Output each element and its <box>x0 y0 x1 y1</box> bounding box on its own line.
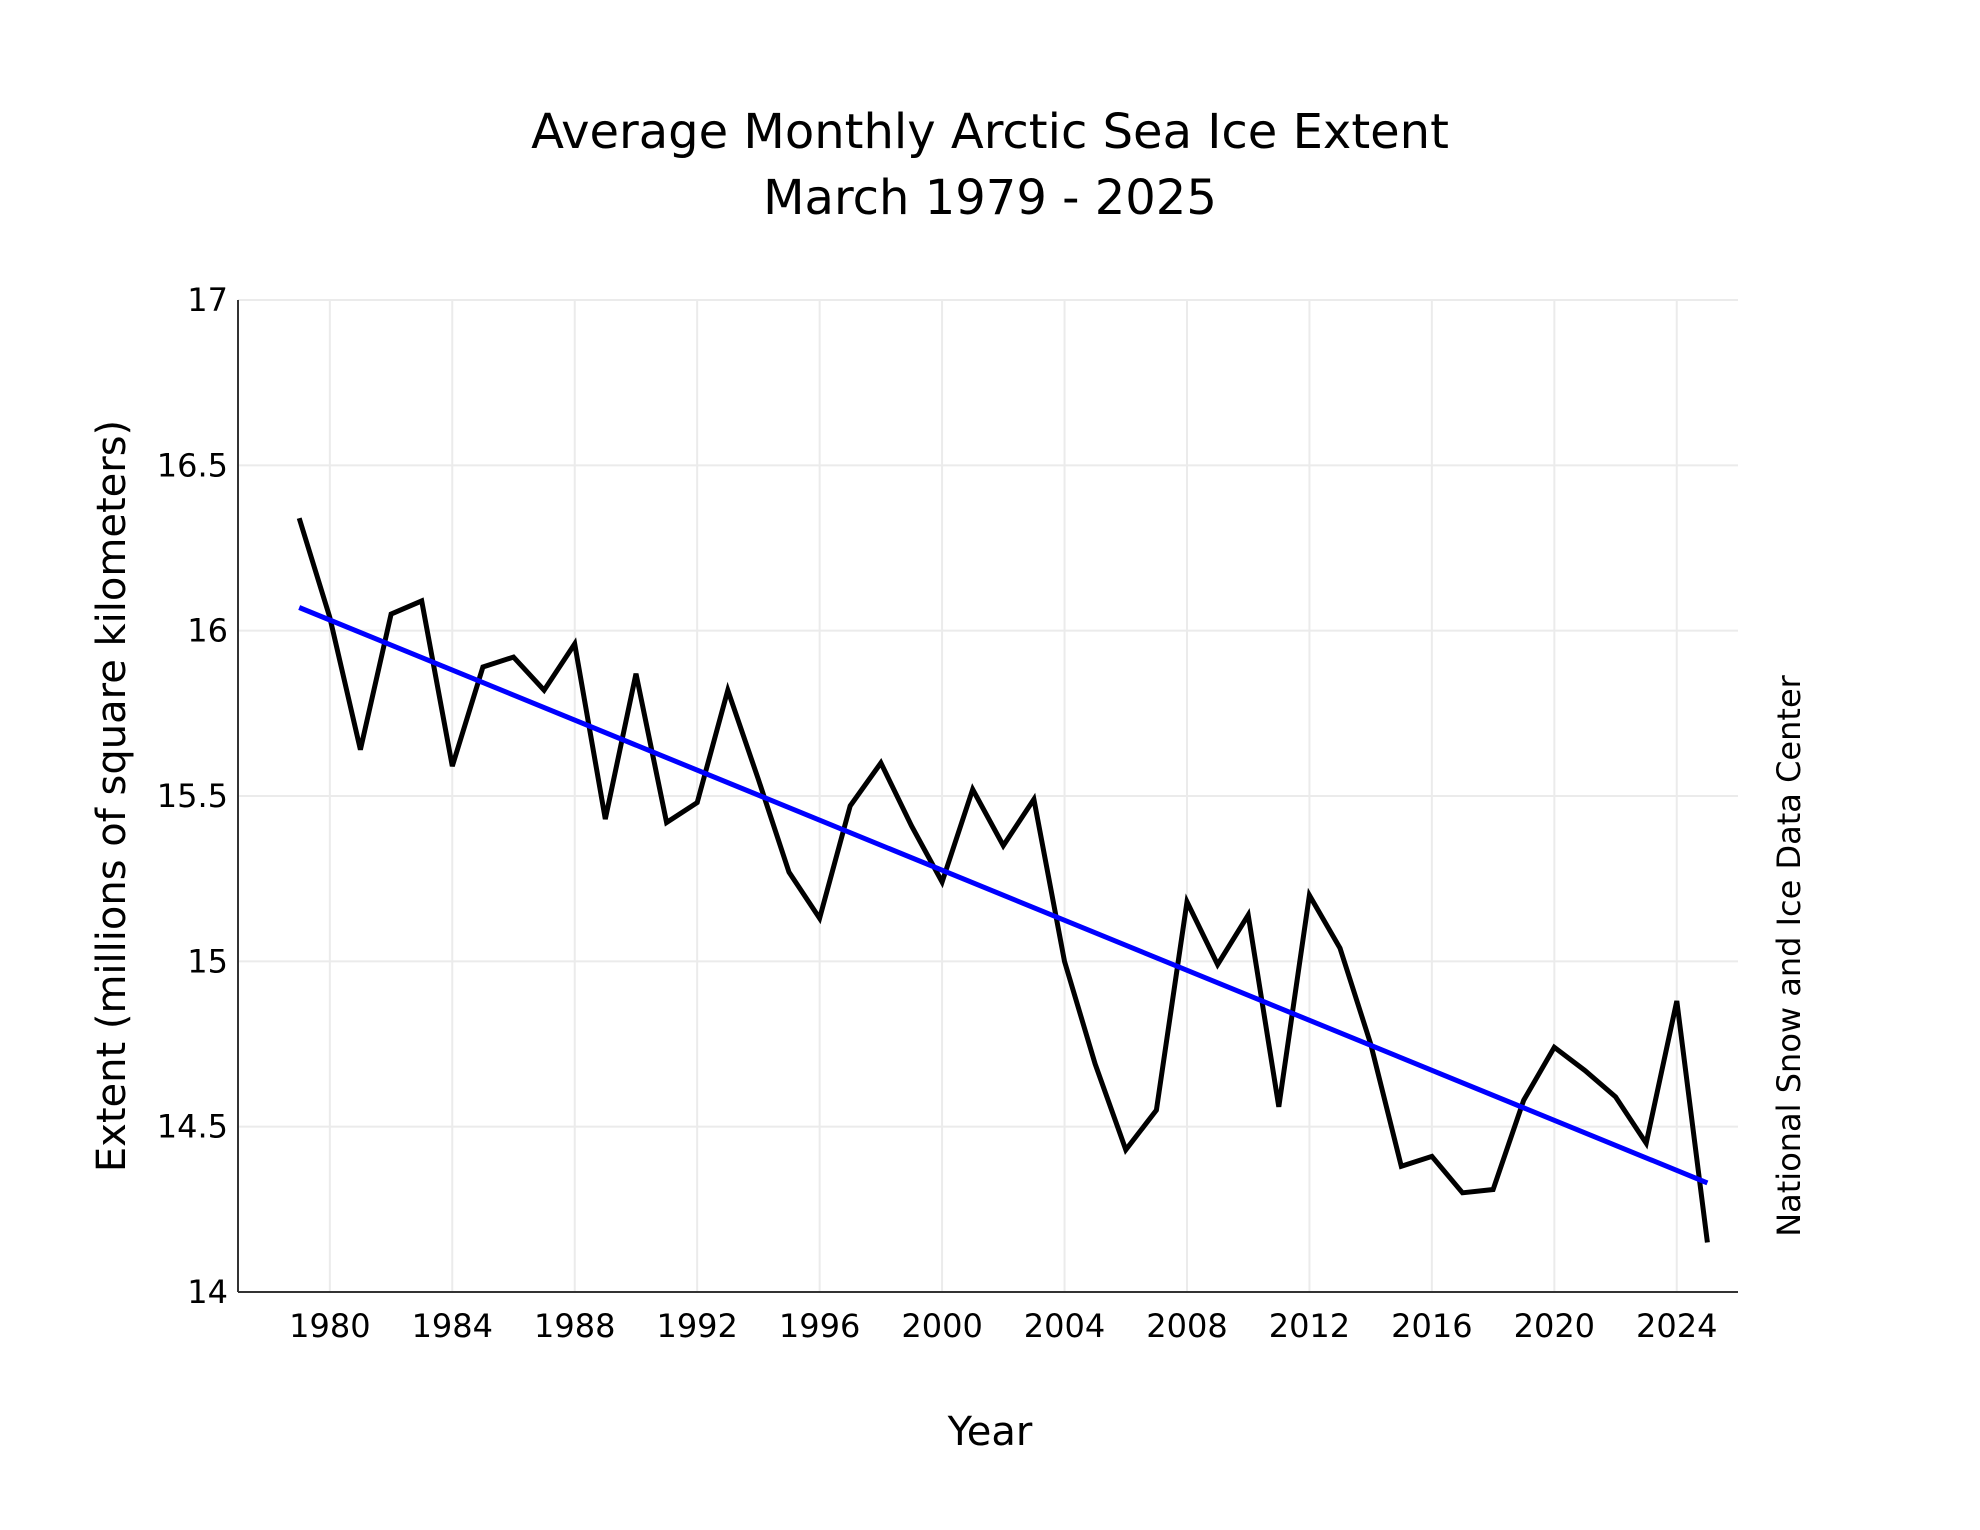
x-tick-label: 1988 <box>534 1307 615 1345</box>
x-tick-label: 1980 <box>289 1307 370 1345</box>
x-axis-tick-labels: 1980 1984 1988 1992 1996 2000 2004 2008 2012 2016… <box>289 1307 1717 1345</box>
x-tick-label: 2000 <box>901 1307 982 1345</box>
x-tick-label: 2004 <box>1024 1307 1105 1345</box>
x-tick-label: 2012 <box>1269 1307 1350 1345</box>
chart-title: Average Monthly Arctic Sea Ice Extent Ma… <box>531 104 1449 226</box>
x-tick-label: 2008 <box>1146 1307 1227 1345</box>
chart-title-line-2: March 1979 - 2025 <box>763 170 1217 226</box>
x-tick-label: 1984 <box>412 1307 493 1345</box>
extent-series-line <box>296 517 1710 1243</box>
y-tick-label: 14.5 <box>157 1108 228 1146</box>
y-tick-label: 17 <box>187 281 228 319</box>
chart-title-line-1: Average Monthly Arctic Sea Ice Extent <box>531 104 1449 160</box>
x-tick-label: 2024 <box>1636 1307 1717 1345</box>
y-axis-tick-labels: 14 14.5 15 15.5 16 16.5 17 <box>157 281 228 1311</box>
y-tick-label: 16 <box>187 612 228 650</box>
gridlines <box>238 299 1738 1292</box>
axes <box>237 300 1738 1293</box>
y-axis-title: Extent (millions of square kilometers) <box>89 420 135 1172</box>
y-tick-label: 15.5 <box>157 777 228 815</box>
credit-label: National Snow and Ice Data Center <box>1770 674 1808 1236</box>
y-tick-label: 16.5 <box>157 446 228 484</box>
x-tick-label: 2016 <box>1391 1307 1472 1345</box>
x-axis-title: Year <box>947 1409 1033 1455</box>
data-series <box>296 517 1710 1243</box>
trend-line <box>298 605 1709 1186</box>
x-tick-label: 2020 <box>1514 1307 1595 1345</box>
y-tick-label: 14 <box>187 1273 228 1311</box>
x-tick-label: 1996 <box>779 1307 860 1345</box>
y-tick-label: 15 <box>187 942 228 980</box>
x-tick-label: 1992 <box>656 1307 737 1345</box>
